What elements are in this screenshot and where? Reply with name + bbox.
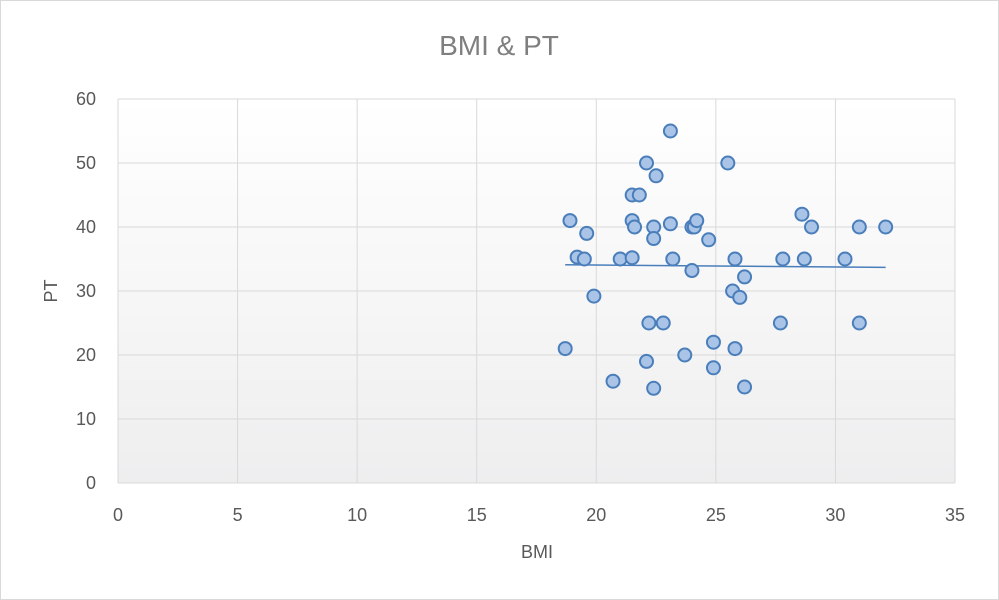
data-point — [878, 219, 894, 235]
data-point — [732, 289, 748, 305]
data-point — [727, 341, 743, 357]
data-point — [851, 219, 867, 235]
y-tick-label: 10 — [76, 409, 96, 429]
x-axis-title: BMI — [521, 542, 553, 562]
data-point — [851, 315, 867, 331]
data-point — [701, 232, 717, 248]
x-axis-tick-labels: 0 5 10 15 20 25 30 35 — [113, 505, 965, 525]
data-point — [705, 334, 721, 350]
x-tick-label: 5 — [233, 505, 243, 525]
chart-title: BMI & PT — [439, 30, 559, 61]
data-point — [720, 155, 736, 171]
data-point — [627, 219, 643, 235]
data-point — [646, 380, 662, 396]
x-tick-label: 15 — [467, 505, 487, 525]
data-point — [624, 250, 640, 266]
x-tick-label: 35 — [945, 505, 965, 525]
x-tick-label: 25 — [706, 505, 726, 525]
data-point — [837, 251, 853, 267]
data-point — [662, 123, 678, 139]
data-point — [727, 251, 743, 267]
y-axis-tick-labels: 0 10 20 30 40 50 60 — [76, 89, 96, 493]
data-point — [579, 225, 595, 241]
y-tick-label: 30 — [76, 281, 96, 301]
y-tick-label: 60 — [76, 89, 96, 109]
data-point — [684, 263, 700, 279]
x-tick-label: 20 — [586, 505, 606, 525]
data-point — [796, 251, 812, 267]
data-point — [794, 206, 810, 222]
data-point — [705, 360, 721, 376]
y-tick-label: 40 — [76, 217, 96, 237]
data-point — [804, 219, 820, 235]
data-point — [646, 231, 662, 247]
y-tick-label: 50 — [76, 153, 96, 173]
data-point — [612, 251, 628, 267]
data-point — [737, 379, 753, 395]
data-point — [655, 315, 671, 331]
data-point — [689, 213, 705, 229]
x-tick-label: 0 — [113, 505, 123, 525]
data-points — [557, 123, 894, 396]
data-point — [562, 213, 578, 229]
y-axis-title: PT — [41, 279, 61, 302]
data-point — [639, 353, 655, 369]
y-tick-label: 0 — [86, 473, 96, 493]
data-point — [557, 341, 573, 357]
data-point — [772, 315, 788, 331]
y-tick-label: 20 — [76, 345, 96, 365]
data-point — [648, 168, 664, 184]
data-point — [737, 269, 753, 285]
data-point — [665, 251, 681, 267]
data-point — [586, 288, 602, 304]
x-tick-label: 10 — [347, 505, 367, 525]
data-point — [641, 315, 657, 331]
data-point — [662, 216, 678, 232]
data-point — [775, 251, 791, 267]
data-point — [631, 187, 647, 203]
x-tick-label: 30 — [825, 505, 845, 525]
data-point — [576, 251, 592, 267]
data-point — [605, 373, 621, 389]
data-point — [677, 347, 693, 363]
data-point — [639, 155, 655, 171]
